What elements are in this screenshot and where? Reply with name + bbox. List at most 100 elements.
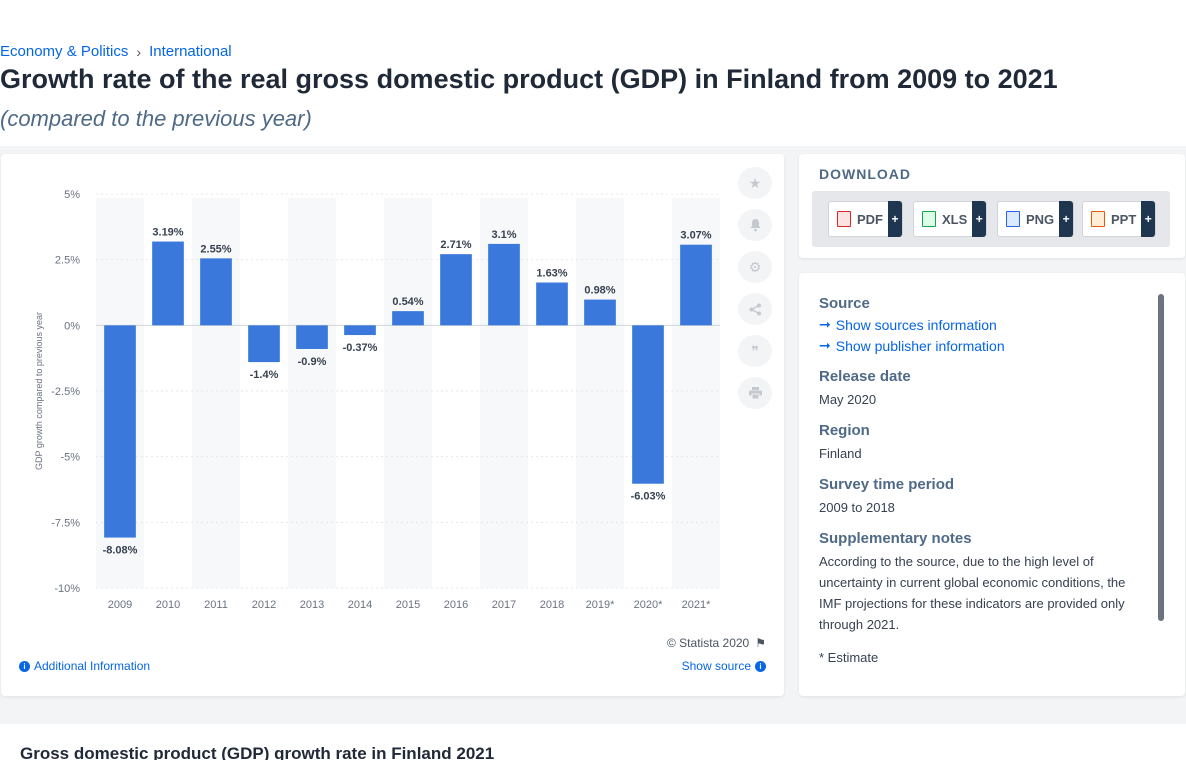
- show-sources-link[interactable]: ➞ Show sources information: [819, 316, 1139, 333]
- data-label: 1.63%: [536, 268, 567, 280]
- download-pdf-button[interactable]: PDF +: [828, 201, 903, 237]
- bar: [680, 244, 712, 326]
- x-tick-label: 2013: [300, 599, 324, 611]
- y-tick-label: -5%: [60, 452, 80, 464]
- plus-icon: +: [1059, 201, 1074, 237]
- breadcrumb-item-economy[interactable]: Economy & Politics: [0, 43, 129, 60]
- arrow-right-icon: ➞: [819, 316, 831, 332]
- bar: [152, 241, 184, 326]
- y-tick-label: 5%: [64, 189, 80, 201]
- header-area: [0, 0, 1186, 146]
- bar: [536, 282, 568, 326]
- info-icon: i: [755, 660, 766, 672]
- download-xls-label: XLS: [942, 211, 968, 227]
- png-file-icon: [1006, 211, 1020, 227]
- source-heading: Source: [819, 295, 870, 312]
- flag-icon[interactable]: ⚑: [755, 636, 766, 650]
- show-sources-label: Show sources information: [835, 316, 997, 333]
- column-band: [192, 198, 240, 588]
- y-tick-label: -7.5%: [51, 517, 80, 529]
- data-label: 0.54%: [392, 296, 423, 308]
- x-tick-label: 2019*: [586, 599, 615, 611]
- copyright: © Statista 2020 ⚑: [667, 636, 766, 650]
- download-xls-button[interactable]: XLS +: [913, 201, 988, 237]
- scrollbar[interactable]: [1158, 294, 1164, 621]
- region-heading: Region: [819, 422, 870, 439]
- statistic-info: Source ➞ Show sources information ➞ Show…: [819, 295, 1139, 680]
- y-axis-title: GDP growth compared to previous year: [34, 312, 44, 470]
- data-label: -1.4%: [250, 369, 279, 381]
- copyright-text: © Statista 2020: [667, 636, 750, 650]
- data-label: 3.1%: [491, 229, 516, 241]
- x-tick-label: 2014: [348, 599, 372, 611]
- page-title: Growth rate of the real gross domestic p…: [0, 64, 1058, 94]
- share-icon[interactable]: [738, 293, 772, 325]
- x-tick-label: 2010: [156, 599, 180, 611]
- survey-period-heading: Survey time period: [819, 476, 955, 493]
- show-source-label: Show source: [681, 659, 751, 673]
- x-tick-label: 2016: [444, 599, 468, 611]
- column-band: [384, 198, 432, 588]
- x-tick-label: 2011: [204, 599, 228, 611]
- estimate-note: * Estimate: [819, 650, 879, 665]
- bar: [488, 243, 520, 326]
- arrow-right-icon: ➞: [819, 337, 831, 353]
- next-section: Gross domestic product (GDP) growth rate…: [0, 724, 1186, 760]
- bar: [200, 258, 232, 326]
- bar: [632, 325, 664, 484]
- plus-icon: +: [888, 201, 902, 237]
- release-date-heading: Release date: [819, 368, 911, 385]
- statistic-info-card: Source ➞ Show sources information ➞ Show…: [799, 273, 1185, 696]
- pdf-file-icon: [837, 211, 851, 227]
- bar: [296, 325, 328, 349]
- release-date-value: May 2020: [819, 392, 877, 407]
- x-tick-label: 2015: [396, 599, 420, 611]
- bar: [584, 299, 616, 326]
- plus-icon: +: [972, 201, 987, 237]
- star-icon[interactable]: ★: [738, 167, 772, 199]
- bar-chart: 5% 2.5% 0% -2.5% -5% -7.5% -10% GDP growth comp…: [34, 189, 720, 611]
- chart-card: 5% 2.5% 0% -2.5% -5% -7.5% -10% GDP growth comp…: [1, 154, 784, 696]
- y-tick-label: 0%: [64, 320, 80, 332]
- supplementary-notes-value: According to the source, due to the high…: [819, 554, 1126, 632]
- show-source-link[interactable]: Show source i: [682, 659, 766, 673]
- download-png-button[interactable]: PNG +: [997, 201, 1075, 237]
- download-ppt-button[interactable]: PPT +: [1082, 201, 1157, 237]
- bell-icon[interactable]: [738, 209, 772, 241]
- x-tick-label: 2018: [540, 599, 564, 611]
- xls-file-icon: [922, 211, 936, 227]
- next-section-title: Gross domestic product (GDP) growth rate…: [20, 744, 495, 760]
- chart-actions: ★ ⚙ ❞: [738, 167, 772, 409]
- breadcrumb-separator: ›: [136, 43, 142, 60]
- bar: [392, 311, 424, 326]
- y-tick-label: -10%: [54, 583, 80, 595]
- download-pdf-label: PDF: [857, 211, 883, 227]
- bar: [344, 325, 376, 336]
- column-band: [288, 198, 336, 588]
- data-label: 3.19%: [152, 227, 183, 239]
- quote-icon[interactable]: ❞: [738, 335, 772, 367]
- x-tick-label: 2020*: [634, 599, 663, 611]
- print-icon[interactable]: [738, 377, 772, 409]
- page-subtitle: (compared to the previous year): [0, 106, 312, 131]
- survey-period-value: 2009 to 2018: [819, 500, 895, 515]
- download-ppt-label: PPT: [1111, 211, 1137, 227]
- show-publisher-label: Show publisher information: [835, 337, 1005, 354]
- y-tick-label: 2.5%: [55, 255, 80, 267]
- info-icon: i: [19, 660, 30, 672]
- data-label: 2.71%: [440, 239, 471, 251]
- additional-information-link[interactable]: i Additional Information: [19, 659, 150, 673]
- bar: [104, 325, 136, 538]
- show-publisher-link[interactable]: ➞ Show publisher information: [819, 337, 1139, 354]
- data-label: 0.98%: [584, 285, 615, 297]
- gear-icon[interactable]: ⚙: [738, 251, 772, 283]
- data-label: 3.07%: [680, 230, 711, 242]
- data-label: 2.55%: [200, 243, 231, 255]
- region-value: Finland: [819, 446, 862, 461]
- column-band: [576, 198, 624, 588]
- x-tick-label: 2009: [108, 599, 132, 611]
- data-label: -0.9%: [298, 356, 327, 368]
- y-tick-label: -2.5%: [51, 386, 80, 398]
- plus-icon: +: [1141, 201, 1156, 237]
- breadcrumb-item-international[interactable]: International: [149, 43, 232, 60]
